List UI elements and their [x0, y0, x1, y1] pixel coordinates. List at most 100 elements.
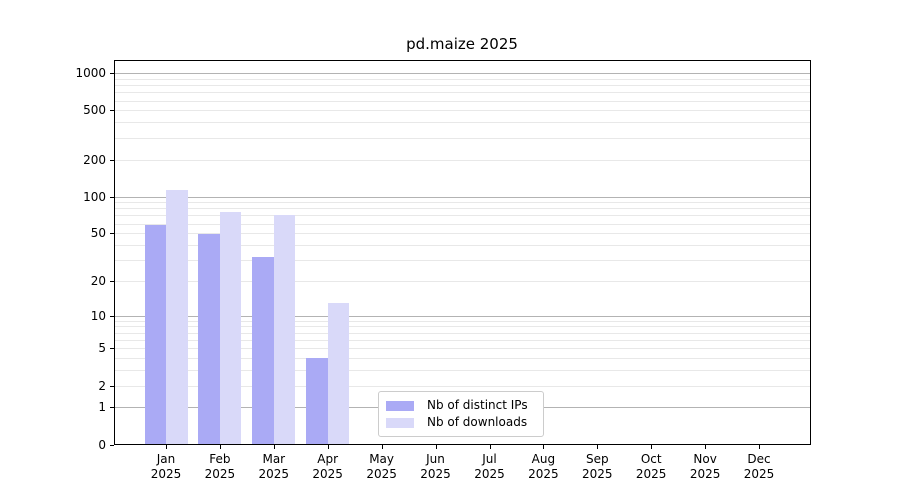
x-tick-month-mar: Mar — [262, 451, 286, 466]
gridline-minor-8 — [115, 326, 810, 328]
bar-downloads-mar — [273, 215, 296, 445]
gridline-minor-400 — [115, 122, 810, 124]
gridline-minor-20 — [115, 280, 810, 282]
x-tick-label-jun: Jun 2025 — [408, 452, 464, 482]
y-tick-label-200: 200 — [83, 152, 106, 167]
x-tick-year-apr: 2025 — [312, 466, 343, 481]
gridline-minor-600 — [115, 100, 810, 102]
x-tick-month-sep: Sep — [585, 451, 609, 466]
chart-title: pd.maize 2025 — [406, 35, 518, 53]
x-tick-year-jul: 2025 — [474, 466, 505, 481]
y-tick-label-1: 1 — [98, 400, 106, 415]
bar-downloads-apr — [327, 302, 350, 445]
y-tick-1 — [110, 407, 114, 409]
legend-item-downloads: Nb of downloads — [386, 415, 535, 430]
y-tick-label-5: 5 — [98, 341, 106, 356]
gridline-minor-7 — [115, 332, 810, 334]
gridline-minor-200 — [115, 159, 810, 161]
y-tick-100 — [110, 196, 114, 198]
x-tick-label-jul: Jul 2025 — [462, 452, 518, 482]
y-tick-label-50: 50 — [90, 226, 106, 241]
y-tick-10 — [110, 315, 114, 317]
x-tick-month-nov: Nov — [693, 451, 717, 466]
gridline-minor-700 — [115, 92, 810, 94]
y-tick-1000 — [110, 73, 114, 75]
gridline-minor-800 — [115, 85, 810, 87]
plot-area — [114, 60, 811, 445]
y-tick-0 — [110, 444, 114, 446]
x-tick-month-aug: Aug — [531, 451, 556, 466]
y-tick-20 — [110, 280, 114, 282]
y-tick-200 — [110, 159, 114, 161]
x-tick-label-nov: Nov 2025 — [677, 452, 733, 482]
x-tick-jan — [166, 444, 167, 449]
x-tick-year-may: 2025 — [366, 466, 397, 481]
gridline-minor-50 — [115, 233, 810, 235]
x-tick-month-oct: Oct — [640, 451, 662, 466]
y-tick-label-2: 2 — [98, 378, 106, 393]
x-tick-label-jan: Jan 2025 — [138, 452, 194, 482]
legend-item-distinct-ips: Nb of distinct IPs — [386, 398, 535, 413]
gridline-minor-4 — [115, 358, 810, 359]
x-tick-year-oct: 2025 — [635, 466, 667, 481]
y-tick-2 — [110, 385, 114, 387]
gridline-minor-5 — [115, 348, 810, 350]
x-tick-month-feb: Feb — [209, 451, 231, 466]
bar-ips-feb — [198, 234, 220, 445]
x-tick-apr — [327, 444, 329, 449]
x-tick-label-oct: Oct 2025 — [623, 452, 679, 482]
x-tick-may — [381, 444, 383, 449]
gridline-minor-500 — [115, 110, 810, 112]
x-tick-month-dec: Dec — [747, 451, 771, 466]
x-tick-label-dec: Dec 2025 — [731, 452, 787, 482]
y-tick-label-10: 10 — [90, 308, 106, 323]
y-tick-label-0: 0 — [98, 437, 106, 452]
legend: Nb of distinct IPs Nb of downloads — [378, 391, 544, 437]
gridline-minor-6 — [115, 339, 810, 341]
x-tick-year-sep: 2025 — [582, 466, 613, 481]
x-tick-nov — [705, 444, 707, 449]
gridline-major-100 — [115, 196, 810, 198]
x-tick-label-apr: Apr 2025 — [300, 452, 356, 482]
bar-downloads-feb — [219, 211, 242, 445]
bar-ips-mar — [252, 256, 274, 445]
legend-swatch-distinct-ips — [386, 400, 414, 411]
x-tick-year-mar: 2025 — [258, 466, 290, 481]
gridline-minor-3 — [115, 370, 810, 371]
x-tick-label-aug: Aug 2025 — [515, 452, 571, 482]
x-tick-year-dec: 2025 — [743, 466, 775, 481]
gridline-minor-300 — [115, 137, 810, 139]
x-tick-label-feb: Feb 2025 — [192, 452, 248, 482]
x-tick-year-feb: 2025 — [204, 466, 236, 481]
legend-label-distinct-ips: Nb of distinct IPs — [427, 398, 528, 412]
x-tick-label-mar: Mar 2025 — [246, 452, 302, 482]
gridline-minor-60 — [115, 223, 810, 225]
y-tick-50 — [110, 233, 114, 235]
x-tick-sep — [597, 444, 599, 449]
gridline-minor-90 — [115, 202, 810, 204]
gridline-major-1000 — [115, 73, 810, 75]
bar-downloads-jan — [166, 189, 188, 445]
y-tick-label-20: 20 — [90, 273, 106, 288]
y-tick-5 — [110, 348, 114, 350]
x-tick-year-jan: 2025 — [150, 466, 182, 481]
y-tick-500 — [110, 110, 114, 112]
legend-label-downloads: Nb of downloads — [427, 415, 528, 429]
x-tick-year-jun: 2025 — [420, 466, 451, 481]
gridline-minor-30 — [115, 260, 810, 261]
x-tick-month-jul: Jul — [482, 451, 497, 466]
x-tick-month-jun: Jun — [426, 451, 445, 466]
gridline-minor-9 — [115, 320, 810, 322]
x-tick-jun — [435, 444, 437, 449]
x-tick-mar — [273, 444, 275, 449]
x-tick-feb — [219, 444, 221, 449]
gridline-minor-2 — [115, 385, 810, 387]
bar-ips-apr — [306, 358, 328, 445]
x-tick-label-sep: Sep 2025 — [569, 452, 625, 482]
gridline-minor-70 — [115, 215, 810, 217]
y-tick-label-500: 500 — [83, 103, 106, 118]
gridline-major-10 — [115, 315, 810, 317]
x-tick-jul — [489, 444, 491, 449]
gridline-minor-900 — [115, 78, 810, 80]
